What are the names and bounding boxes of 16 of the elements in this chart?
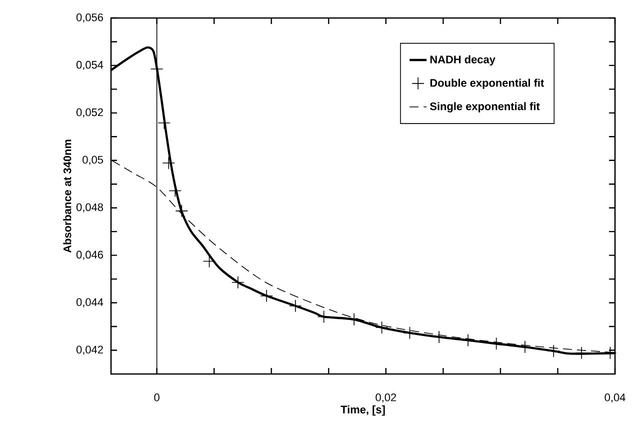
- legend-label: NADH decay: [430, 55, 496, 66]
- y-tick-label: 0,056: [76, 13, 103, 23]
- y-tick-label: 0,046: [76, 250, 103, 260]
- y-axis-title: Absorbance at 340nm: [63, 140, 72, 253]
- x-tick-label: 0: [154, 394, 160, 402]
- y-tick-label: 0,05: [82, 156, 104, 165]
- legend-label: Double exponential fit: [430, 78, 544, 89]
- x-tick-label: 0,02: [376, 394, 396, 403]
- x-tick-label: 0,04: [604, 394, 626, 403]
- y-tick-label: 0,044: [76, 298, 104, 308]
- y-tick-label: 0,048: [76, 203, 103, 212]
- x-axis-title: Time, [s]: [340, 405, 385, 416]
- y-tick-label: 0,052: [76, 108, 103, 118]
- y-tick-label: 0,054: [76, 60, 104, 70]
- y-tick-label: 0,042: [76, 346, 103, 355]
- legend-label: Single exponential fit: [430, 102, 540, 112]
